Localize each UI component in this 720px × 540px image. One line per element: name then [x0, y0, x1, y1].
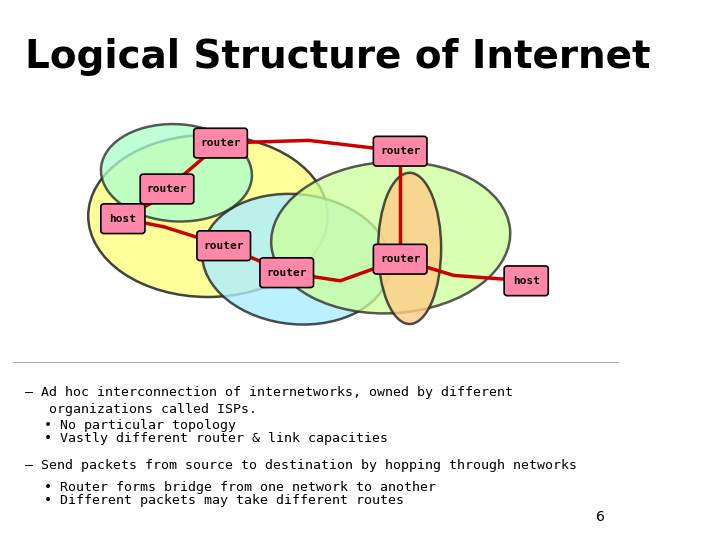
Text: router: router [204, 241, 244, 251]
FancyBboxPatch shape [374, 244, 427, 274]
Text: router: router [147, 184, 187, 194]
Text: Logical Structure of Internet: Logical Structure of Internet [25, 38, 651, 76]
Text: – Send packets from source to destination by hopping through networks: – Send packets from source to destinatio… [25, 459, 577, 472]
FancyBboxPatch shape [197, 231, 251, 260]
FancyBboxPatch shape [140, 174, 194, 204]
Text: 6: 6 [596, 510, 605, 524]
Ellipse shape [202, 194, 390, 325]
FancyBboxPatch shape [504, 266, 548, 296]
FancyBboxPatch shape [101, 204, 145, 233]
Ellipse shape [89, 135, 328, 297]
FancyBboxPatch shape [260, 258, 313, 287]
Text: • Vastly different router & link capacities: • Vastly different router & link capacit… [44, 432, 388, 445]
Text: router: router [380, 254, 420, 264]
Text: router: router [266, 268, 307, 278]
Ellipse shape [271, 162, 510, 313]
FancyBboxPatch shape [194, 128, 248, 158]
Text: router: router [200, 138, 240, 148]
Ellipse shape [101, 124, 252, 221]
Text: host: host [109, 214, 136, 224]
Text: • No particular topology: • No particular topology [44, 418, 236, 431]
Text: router: router [380, 146, 420, 156]
Ellipse shape [378, 173, 441, 324]
Text: – Ad hoc interconnection of internetworks, owned by different
   organizations c: – Ad hoc interconnection of internetwork… [25, 386, 513, 416]
FancyBboxPatch shape [374, 136, 427, 166]
Text: • Different packets may take different routes: • Different packets may take different r… [44, 494, 404, 507]
Text: host: host [513, 276, 540, 286]
Text: • Router forms bridge from one network to another: • Router forms bridge from one network t… [44, 481, 436, 494]
